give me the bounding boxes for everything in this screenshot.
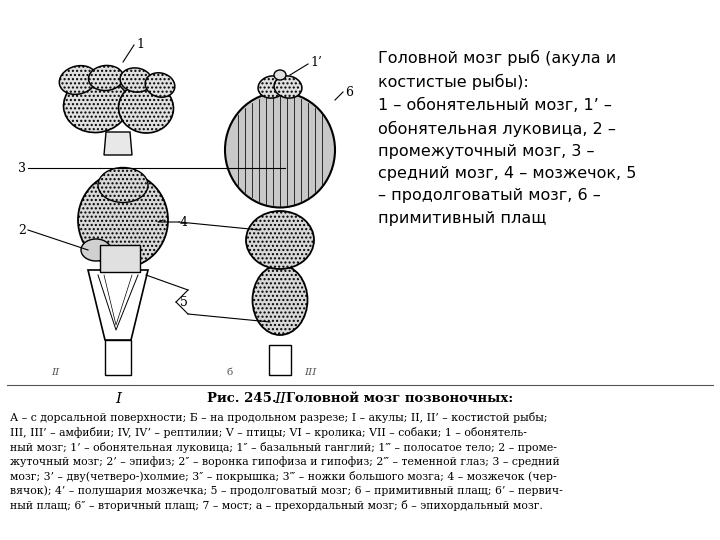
Ellipse shape <box>246 211 314 269</box>
Polygon shape <box>88 270 148 340</box>
Ellipse shape <box>258 76 286 98</box>
Text: I: I <box>115 392 121 406</box>
Ellipse shape <box>119 83 174 133</box>
Text: 3: 3 <box>18 161 26 174</box>
Text: 5: 5 <box>180 295 188 308</box>
Polygon shape <box>105 340 131 375</box>
Ellipse shape <box>98 167 148 202</box>
Ellipse shape <box>274 76 302 98</box>
Polygon shape <box>100 245 140 272</box>
Text: III: III <box>304 368 316 377</box>
Text: б: б <box>227 368 233 377</box>
Ellipse shape <box>120 68 152 92</box>
Ellipse shape <box>274 70 286 80</box>
Text: II: II <box>274 392 286 406</box>
Text: 1: 1 <box>136 38 144 51</box>
Ellipse shape <box>253 265 307 335</box>
Ellipse shape <box>225 92 335 207</box>
Text: 2: 2 <box>18 224 26 237</box>
Ellipse shape <box>78 172 168 267</box>
Text: 6: 6 <box>345 85 353 98</box>
Ellipse shape <box>89 65 123 91</box>
Polygon shape <box>269 345 291 375</box>
Text: 1’: 1’ <box>310 56 322 69</box>
Ellipse shape <box>81 239 111 261</box>
Ellipse shape <box>59 66 96 94</box>
Ellipse shape <box>63 77 128 132</box>
Ellipse shape <box>145 73 175 97</box>
Text: Рис. 245.  Головной мозг позвоночных:: Рис. 245. Головной мозг позвоночных: <box>207 392 513 405</box>
Polygon shape <box>104 132 132 155</box>
Text: А – с дорсальной поверхности; Б – на продольном разрезе; I – акулы; II, II’ – ко: А – с дорсальной поверхности; Б – на про… <box>10 412 563 511</box>
Text: Головной мозг рыб (акула и
костистые рыбы):
1 – обонятельный мозг, 1’ –
обонятел: Головной мозг рыб (акула и костистые рыб… <box>378 50 636 226</box>
Text: 4: 4 <box>180 215 188 228</box>
Text: II: II <box>51 368 59 377</box>
